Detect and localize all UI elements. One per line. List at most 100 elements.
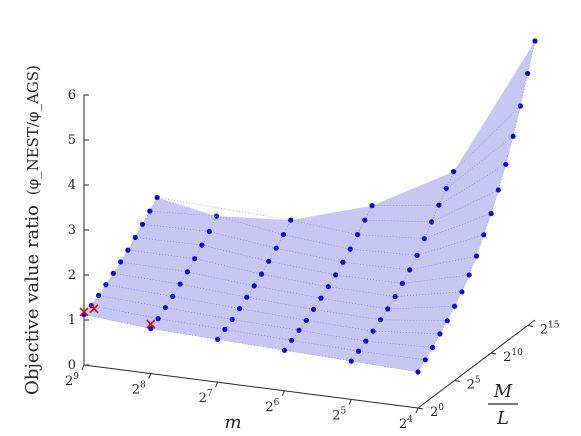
data-point [421, 236, 427, 242]
z-tick-label: 3 [68, 223, 76, 238]
x-tick [148, 373, 152, 379]
x-marker-stroke [146, 319, 156, 329]
data-point [288, 217, 294, 223]
data-point [303, 317, 309, 323]
data-point [430, 344, 436, 351]
data-point [170, 293, 176, 299]
z-tick-label: 6 [68, 88, 76, 103]
data-point [362, 217, 368, 223]
data-point [184, 269, 190, 275]
dots-layer [81, 38, 538, 375]
data-point [214, 213, 220, 219]
data-point [443, 185, 449, 191]
data-point [177, 281, 183, 287]
data-point [399, 280, 405, 287]
data-point [266, 258, 272, 264]
data-point [466, 272, 472, 278]
markers-layer [79, 304, 156, 329]
z-tick-label: 2 [68, 268, 76, 283]
y-tick-label: 215 [540, 321, 560, 338]
data-point [296, 327, 302, 333]
data-point [363, 338, 369, 344]
mesh-line-y [98, 295, 433, 348]
data-point [451, 169, 457, 175]
z-tick-label: 0 [68, 358, 76, 373]
y-tick [527, 325, 533, 327]
z-tick-label: 4 [68, 178, 76, 193]
y-axis-title-denominator: L [496, 408, 509, 429]
y-tick-label: 210 [503, 348, 523, 365]
mesh-line-y [453, 105, 521, 172]
data-point [392, 294, 398, 300]
data-point [444, 318, 450, 324]
x-tick-label: 24 [399, 415, 413, 432]
data-point [436, 202, 442, 208]
data-point [162, 305, 168, 311]
data-point [473, 253, 480, 259]
data-point [414, 252, 420, 258]
data-point [429, 219, 435, 225]
data-point [311, 306, 317, 312]
mesh-line-y [135, 237, 470, 284]
mesh-line-y [105, 284, 440, 335]
data-point [503, 161, 509, 167]
y-axis-line [417, 319, 536, 409]
data-point [481, 232, 487, 238]
x-tick [215, 382, 219, 388]
x-marker [89, 304, 99, 314]
data-point [452, 303, 458, 309]
mesh-line-y [120, 261, 455, 310]
x-tick [281, 390, 285, 396]
x-tick-label: 27 [199, 389, 213, 406]
x-marker [79, 307, 89, 317]
data-point [222, 326, 228, 332]
data-point [385, 306, 391, 312]
z-tick-label: 5 [68, 133, 76, 148]
data-point [118, 259, 124, 265]
data-point [459, 289, 465, 295]
data-point [280, 232, 286, 238]
data-point [377, 317, 383, 323]
y-tick [491, 352, 497, 355]
mesh-line-y [364, 189, 499, 223]
data-point [369, 203, 375, 209]
data-point [139, 221, 146, 227]
data-point [422, 357, 428, 363]
data-point [355, 348, 362, 354]
y-tick-label: 20 [430, 403, 444, 420]
y-axis-title-numerator: M [493, 381, 513, 402]
data-point [192, 256, 198, 262]
x-axis-line [83, 364, 419, 409]
y-axis-title: M L [488, 381, 518, 429]
mesh-line-y [446, 136, 514, 189]
data-point [348, 358, 354, 364]
mesh-line-y [113, 273, 448, 322]
data-point [325, 284, 331, 290]
data-point [155, 316, 161, 322]
z-axis-title: Objective value ratio (φ_NEST/φ_AGS) [22, 65, 43, 395]
data-point [318, 295, 324, 301]
data-point [340, 259, 346, 265]
surface-layer [84, 41, 535, 372]
data-point [154, 194, 160, 201]
z-tick-label: 1 [68, 313, 76, 328]
x-tick-label: 29 [65, 372, 79, 389]
data-point [532, 38, 538, 44]
x-tick-label: 28 [132, 381, 146, 398]
data-point [147, 208, 153, 214]
mesh-line-y [83, 314, 419, 373]
data-point [415, 369, 421, 375]
data-point [229, 316, 235, 322]
data-point [437, 331, 443, 337]
x-marker-stroke [89, 304, 99, 314]
data-point [103, 282, 109, 288]
ticks-layer: 0 1 2 3 4 5 6 29 28 27 26 25 24 20 25 210 215 [65, 88, 560, 432]
data-point [354, 232, 361, 238]
x-marker-stroke [79, 307, 89, 317]
data-point [273, 245, 279, 251]
data-point [132, 234, 138, 240]
data-point [125, 247, 131, 253]
data-point [517, 103, 524, 109]
data-point [407, 267, 413, 273]
